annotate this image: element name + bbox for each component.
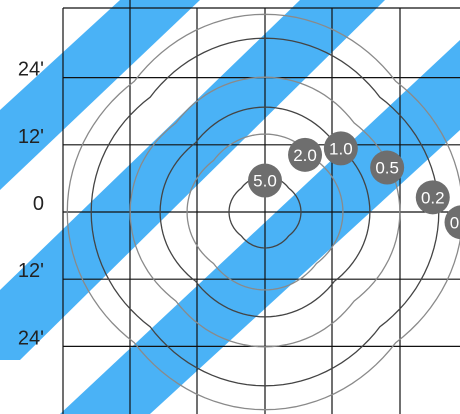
contour-badge-circle bbox=[444, 205, 460, 240]
contour-line-0.1 bbox=[66, 13, 460, 411]
contour-line-1.0 bbox=[159, 106, 371, 318]
contour-badge-circle bbox=[288, 137, 323, 172]
contour-badge-circle bbox=[323, 131, 358, 166]
contour-badge-label: 0.1 bbox=[450, 213, 460, 232]
contour-badge-0.5: 0.5 bbox=[370, 150, 405, 185]
contour-badge-label: 2.0 bbox=[293, 146, 317, 165]
contour-badge-label: 1.0 bbox=[329, 139, 353, 158]
contour-line-0.5 bbox=[129, 76, 401, 348]
contour-badge-label: 0.5 bbox=[375, 159, 399, 178]
contour-line-0.2 bbox=[90, 37, 440, 387]
contour-badge-1.0: 1.0 bbox=[323, 131, 358, 166]
y-tick-label: 24' bbox=[18, 327, 44, 349]
contour-badge-0.2: 0.2 bbox=[415, 180, 450, 215]
y-tick-label: 12' bbox=[18, 126, 44, 148]
contour-badge-label: 5.0 bbox=[253, 172, 277, 191]
y-tick-label: 12' bbox=[18, 260, 44, 282]
watermark-stripe-3 bbox=[60, 40, 460, 414]
watermark-stripe-2 bbox=[0, 0, 385, 360]
contour-badge-0.1: 0.1 bbox=[444, 205, 460, 240]
contour-line-5.0 bbox=[228, 175, 302, 249]
contour-badge-label: 0.2 bbox=[421, 188, 445, 207]
contour-lines bbox=[66, 13, 460, 411]
y-tick-label: 24' bbox=[18, 59, 44, 81]
contour-badge-5.0: 5.0 bbox=[248, 163, 282, 198]
contour-badge-2.0: 2.0 bbox=[288, 137, 323, 172]
contour-badge-circle bbox=[370, 150, 405, 185]
y-tick-label: 0 bbox=[33, 193, 44, 215]
watermark-stripe-1 bbox=[0, 0, 200, 190]
contour-badge-circle bbox=[415, 180, 450, 215]
y-axis-ticks: 24' 12' 0 12' 24' bbox=[18, 59, 44, 350]
contour-labels: 5.0 2.0 1.0 0.5 0.2 0.1 bbox=[248, 131, 460, 240]
contour-badge-circle bbox=[248, 163, 282, 198]
